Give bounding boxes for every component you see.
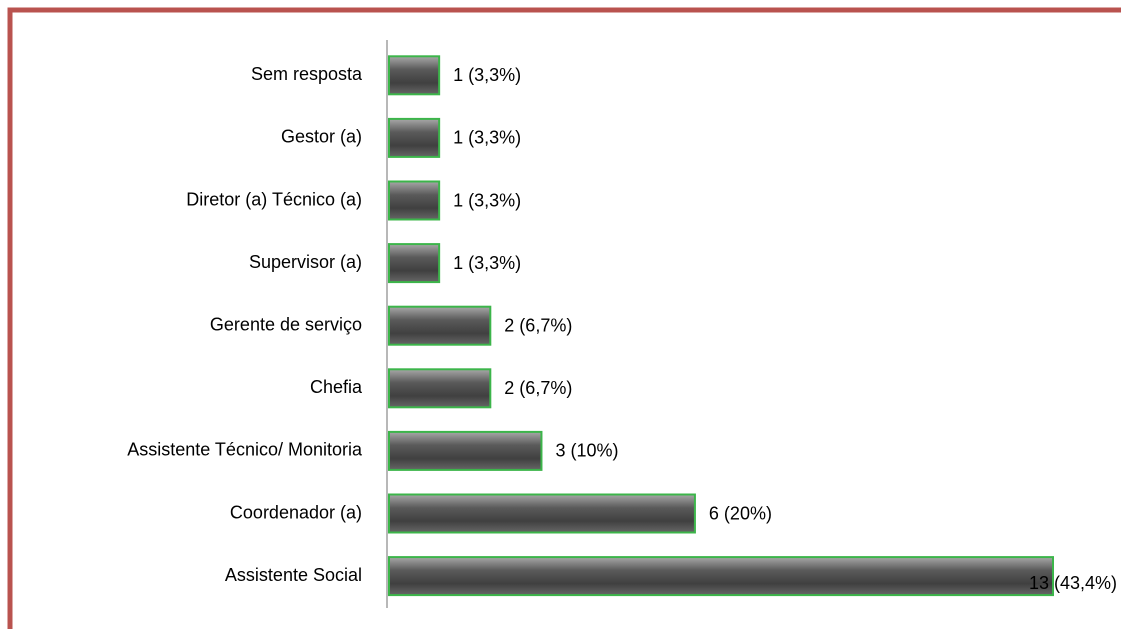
category-label: Sem resposta — [251, 64, 363, 84]
value-label: 6 (20%) — [709, 503, 772, 523]
value-label: 1 (3,3%) — [453, 128, 521, 148]
value-label: 1 (3,3%) — [453, 190, 521, 210]
bar — [388, 493, 696, 534]
category-label: Coordenador (a) — [230, 502, 362, 522]
value-label: 13 (43,4%) — [1029, 573, 1117, 593]
value-label: 2 (6,7%) — [504, 315, 572, 335]
bar — [388, 305, 492, 346]
bar — [388, 117, 441, 158]
bar — [388, 430, 543, 471]
category-label: Supervisor (a) — [249, 252, 362, 272]
value-label: 2 (6,7%) — [504, 378, 572, 398]
value-label: 1 (3,3%) — [453, 253, 521, 273]
category-label: Assistente Técnico/ Monitoria — [127, 440, 363, 460]
bar — [388, 243, 441, 284]
bar — [388, 55, 441, 96]
value-label: 3 (10%) — [555, 441, 618, 461]
category-label: Gerente de serviço — [210, 314, 362, 334]
frame — [7, 7, 1121, 629]
category-label: Chefia — [310, 377, 363, 397]
category-label: Diretor (a) Técnico (a) — [186, 189, 362, 209]
bar — [388, 368, 492, 409]
category-label: Gestor (a) — [281, 127, 362, 147]
bar — [388, 180, 441, 221]
value-label: 1 (3,3%) — [453, 65, 521, 85]
bar — [388, 556, 1054, 597]
category-label: Assistente Social — [225, 565, 362, 585]
